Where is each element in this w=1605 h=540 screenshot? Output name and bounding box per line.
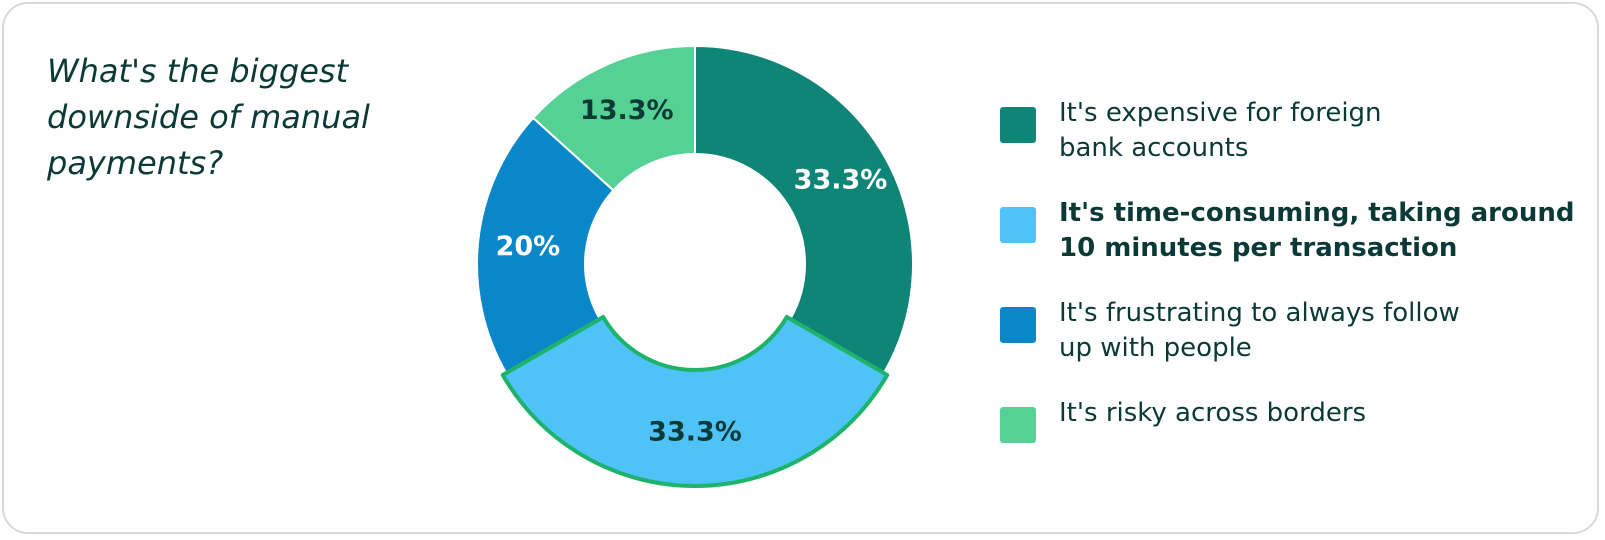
- slice-data-label: 13.3%: [580, 95, 674, 126]
- slice-data-label: 33.3%: [648, 417, 742, 448]
- slice-data-label: 33.3%: [794, 165, 888, 196]
- legend-swatch: [1000, 207, 1036, 243]
- donut-slice: [476, 116, 615, 375]
- legend-label: It's time-consuming, taking around 10 min…: [1059, 198, 1575, 263]
- legend-swatch: [1000, 107, 1036, 143]
- slice-data-label: 20%: [496, 231, 561, 262]
- donut-slice-highlighted: [500, 315, 890, 488]
- legend-swatch: [1000, 407, 1036, 443]
- legend-label: It's expensive for foreign bank accounts: [1059, 98, 1382, 163]
- legend-swatch: [1000, 307, 1036, 343]
- donut-slice: [694, 44, 914, 375]
- legend-label: It's risky across borders: [1059, 398, 1367, 428]
- donut-slice: [531, 44, 696, 192]
- legend-label: It's frustrating to always follow up with…: [1059, 298, 1460, 363]
- chart-title: What's the biggest downside of manual pa…: [47, 52, 370, 182]
